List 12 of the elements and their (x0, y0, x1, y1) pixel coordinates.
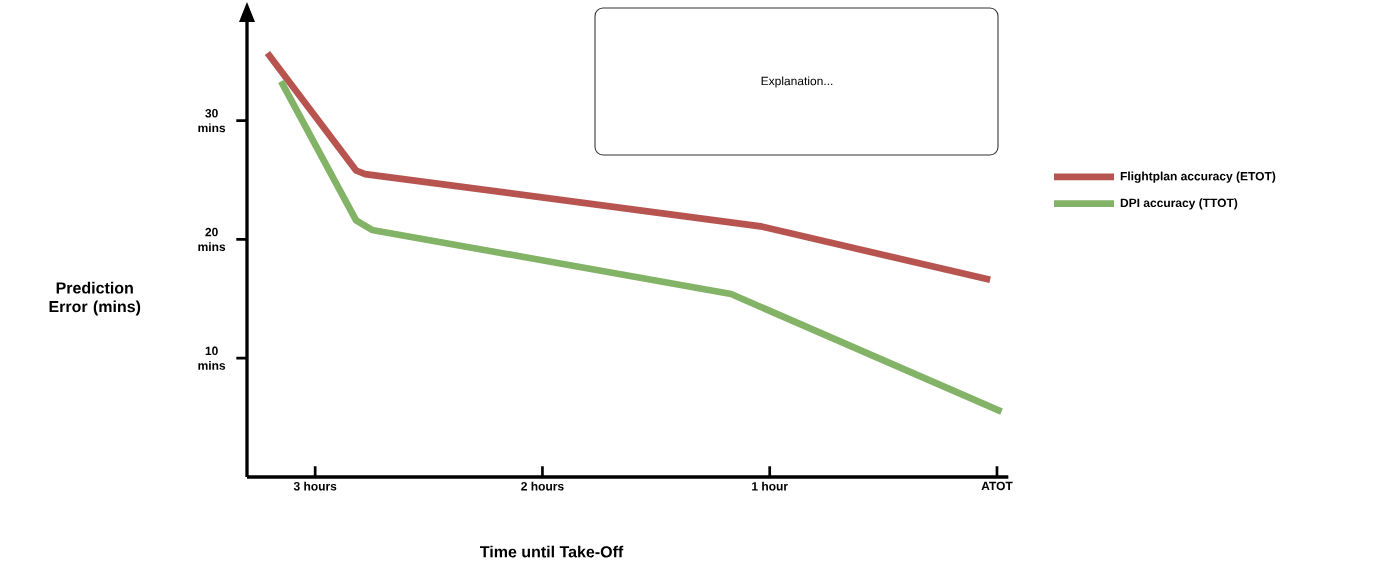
legend-label: Flightplan accuracy (ETOT) (1120, 171, 1276, 183)
x-tick-label: 3 hours (293, 481, 337, 491)
x-axis-title: Time until Take-Off (480, 545, 624, 558)
x-tick-label: 2 hours (521, 481, 564, 491)
y-tick-label: 10 mins (198, 346, 226, 370)
annotation: Explanation... (761, 76, 833, 88)
y-axis-title: Prediction Error (mins) (49, 281, 141, 316)
legend-label: DPI accuracy (TTOT) (1120, 198, 1238, 210)
x-tick-label: 1 hour (752, 481, 788, 491)
y-tick-label: 20 mins (198, 227, 226, 252)
y-tick-label: 30 mins (198, 109, 226, 133)
x-tick-label: ATOT (981, 481, 1013, 491)
